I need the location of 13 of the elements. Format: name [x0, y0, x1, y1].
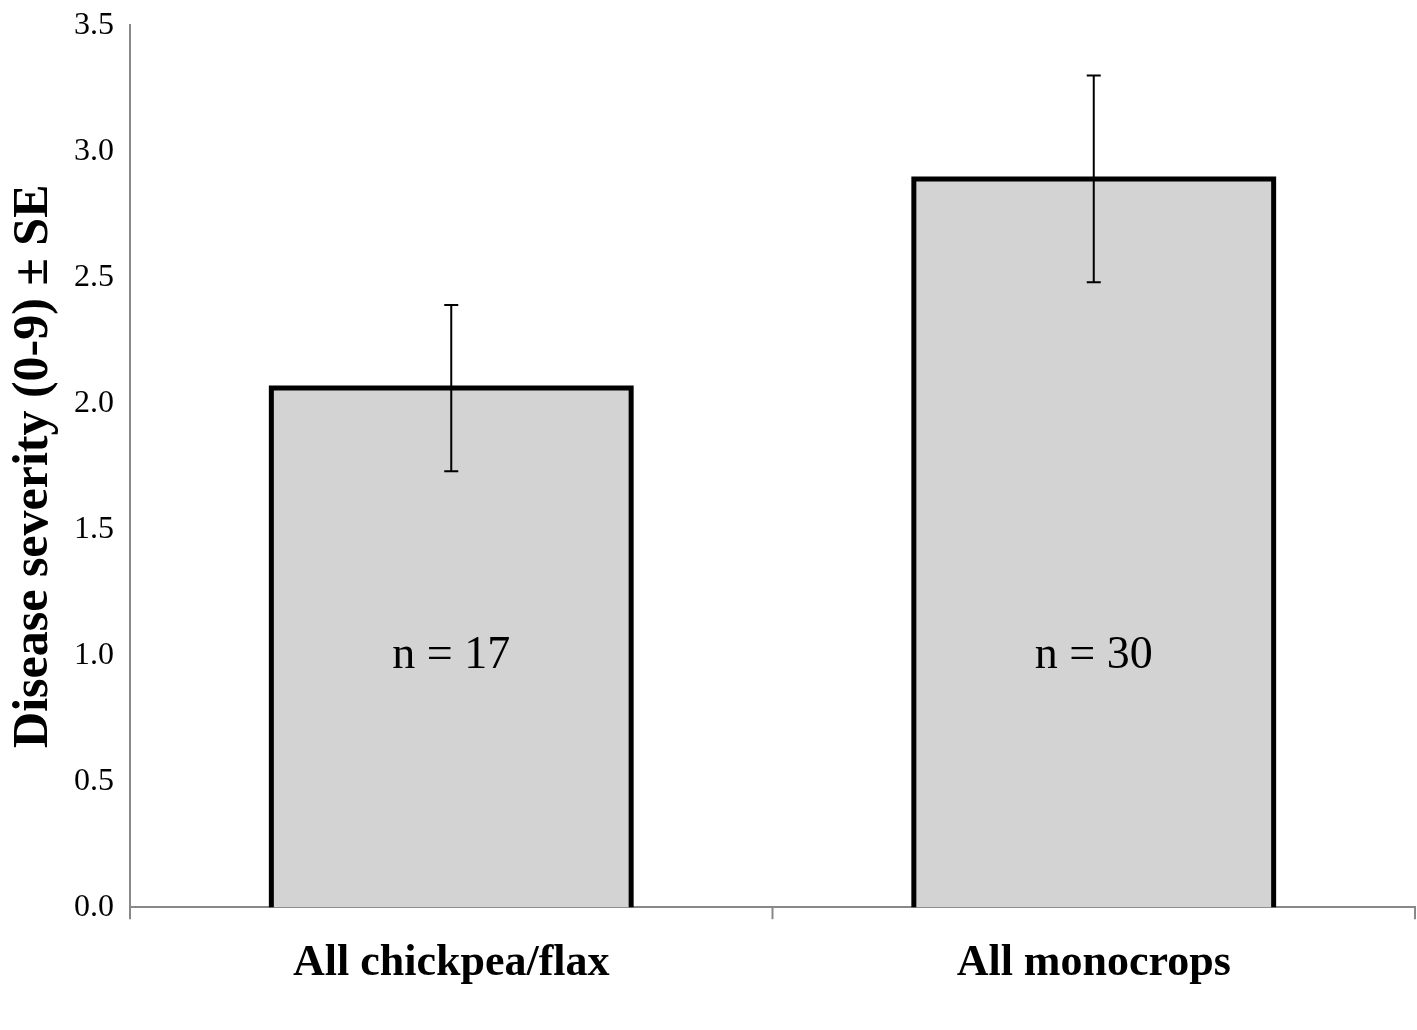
- annotation: n = 30: [1034, 626, 1153, 678]
- y-tick-label: 2.5: [74, 256, 114, 293]
- y-tick-label: 1.0: [74, 634, 114, 671]
- y-tick-label: 0.5: [74, 760, 114, 797]
- y-tick-label: 3.0: [74, 130, 114, 167]
- x-tick-label: All chickpea/flax: [292, 935, 610, 985]
- y-tick-label: 2.0: [74, 382, 114, 419]
- y-tick-label: 1.5: [74, 508, 114, 545]
- y-axis-title: Disease severity (0-9) ± SE: [1, 184, 58, 748]
- x-tick-label: All monocrops: [956, 935, 1231, 985]
- y-tick-label: 0.0: [74, 886, 114, 923]
- annotation: n = 17: [392, 626, 511, 678]
- y-tick-label: 3.5: [74, 4, 114, 41]
